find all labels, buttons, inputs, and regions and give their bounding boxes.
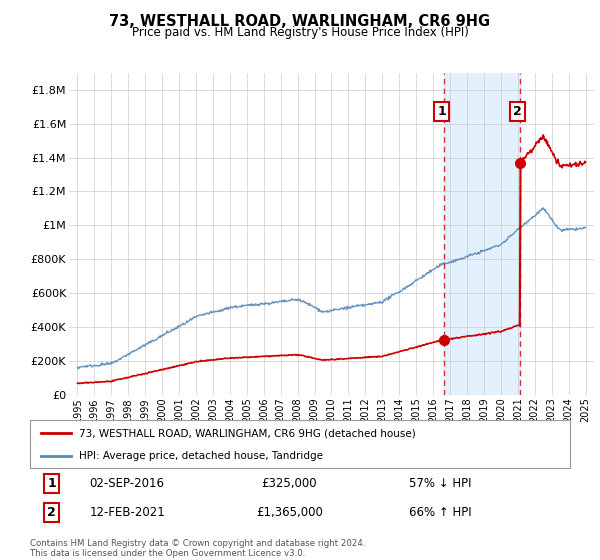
Text: HPI: Average price, detached house, Tandridge: HPI: Average price, detached house, Tand… [79, 451, 323, 461]
Text: 02-SEP-2016: 02-SEP-2016 [90, 477, 164, 490]
Text: Price paid vs. HM Land Registry's House Price Index (HPI): Price paid vs. HM Land Registry's House … [131, 26, 469, 39]
Text: 73, WESTHALL ROAD, WARLINGHAM, CR6 9HG (detached house): 73, WESTHALL ROAD, WARLINGHAM, CR6 9HG (… [79, 428, 415, 438]
Text: 1: 1 [437, 105, 446, 118]
Text: 2: 2 [513, 105, 521, 118]
Text: £1,365,000: £1,365,000 [256, 506, 323, 519]
Bar [445, 73, 520, 395]
Text: Contains HM Land Registry data © Crown copyright and database right 2024.
This d: Contains HM Land Registry data © Crown c… [30, 539, 365, 558]
Text: 12-FEB-2021: 12-FEB-2021 [89, 506, 165, 519]
Text: 66% ↑ HPI: 66% ↑ HPI [409, 506, 472, 519]
Text: 57% ↓ HPI: 57% ↓ HPI [409, 477, 472, 490]
Text: 1: 1 [47, 477, 56, 490]
Text: 73, WESTHALL ROAD, WARLINGHAM, CR6 9HG: 73, WESTHALL ROAD, WARLINGHAM, CR6 9HG [109, 14, 491, 29]
Text: £325,000: £325,000 [262, 477, 317, 490]
Text: 2: 2 [47, 506, 56, 519]
